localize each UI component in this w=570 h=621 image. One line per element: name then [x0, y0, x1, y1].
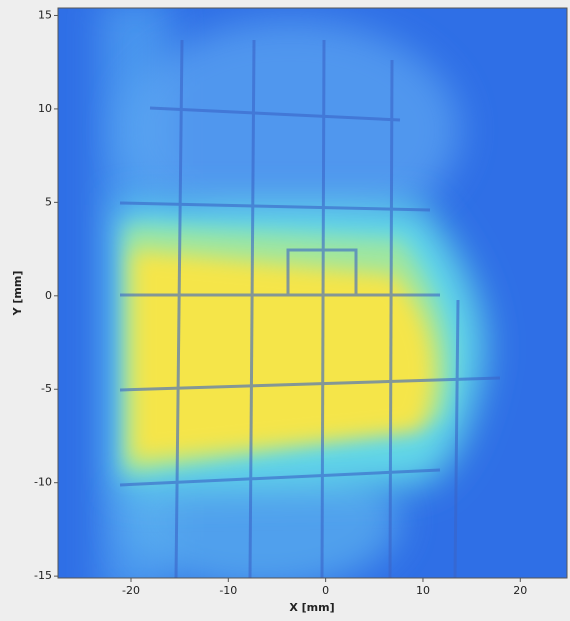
x-axis-title: X [mm]: [289, 601, 334, 614]
y-tick-label: -15: [34, 569, 52, 582]
y-tick-label: 15: [38, 8, 52, 21]
x-tick-label: 10: [416, 584, 430, 597]
plot-frame: [57, 7, 568, 579]
y-tick-label: 10: [38, 102, 52, 115]
y-tick-label: -10: [34, 476, 52, 489]
y-tick-label: 0: [45, 289, 52, 302]
y-tick-label: -5: [41, 382, 52, 395]
y-axis-title: Y [mm]: [11, 271, 24, 317]
x-tick-label: 20: [513, 584, 527, 597]
x-tick-label: -20: [122, 584, 140, 597]
y-tick-label: 5: [45, 195, 52, 208]
x-tick-label: -10: [219, 584, 237, 597]
x-tick-label: 0: [322, 584, 329, 597]
beam-image: [58, 8, 567, 578]
